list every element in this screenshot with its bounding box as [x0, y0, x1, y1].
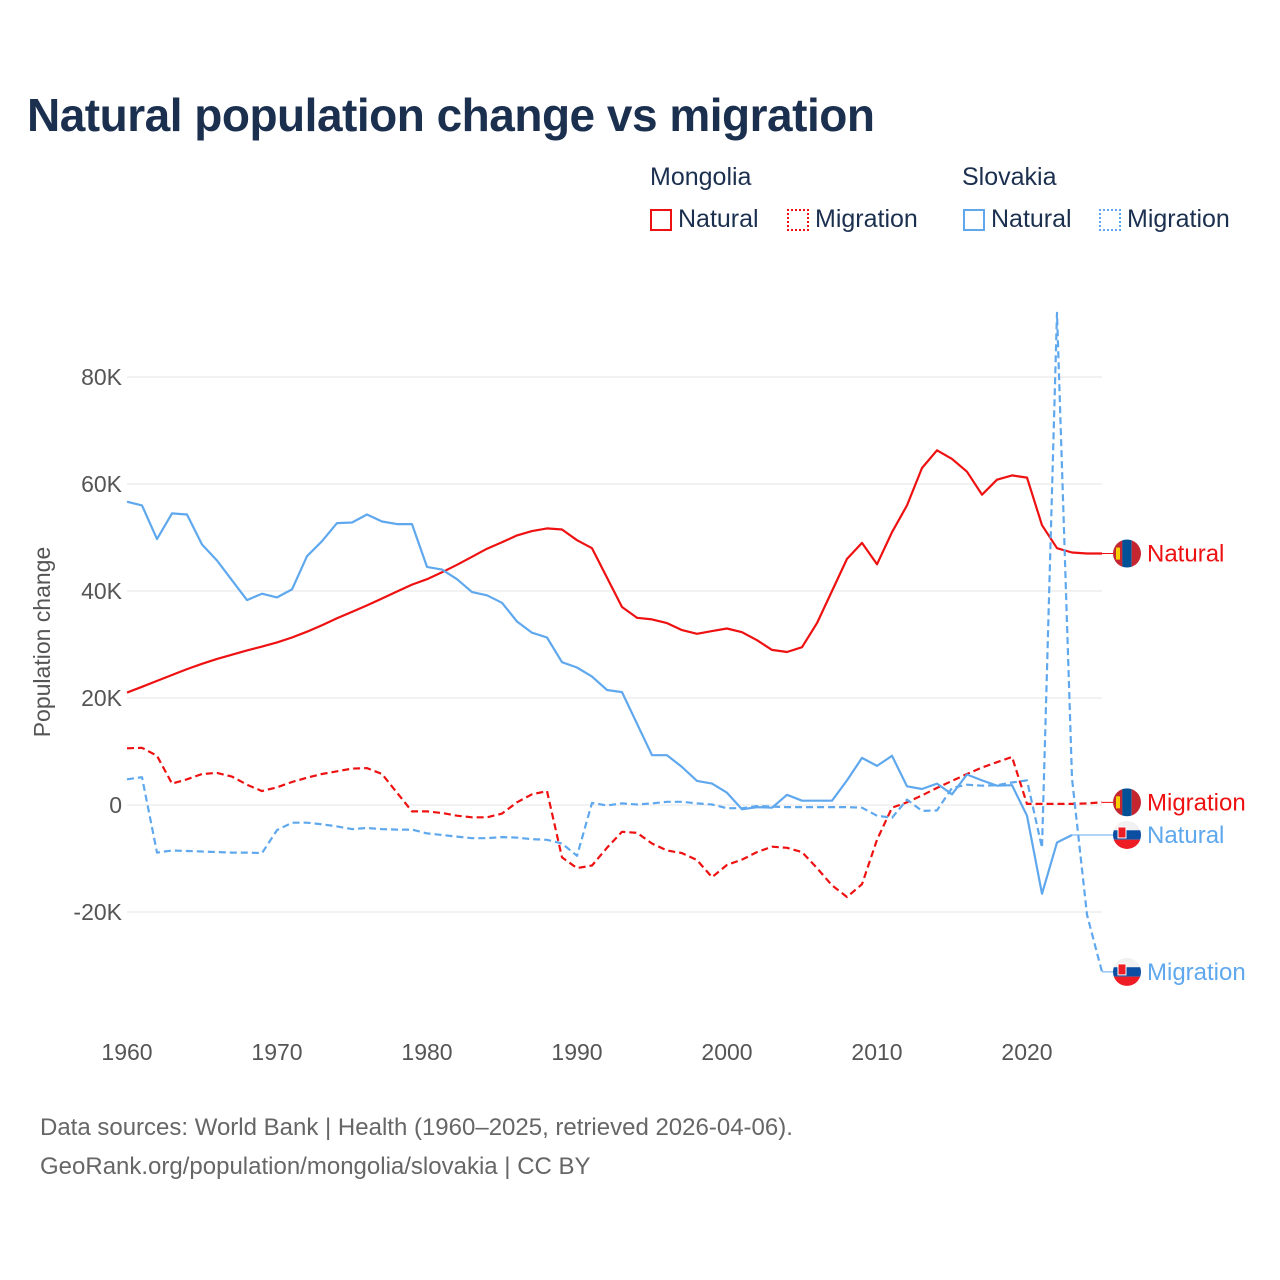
mongolia-flag-icon: [1113, 539, 1141, 568]
slovakia-flag-icon: [1113, 957, 1141, 986]
legend-swatch-solid: [963, 208, 985, 231]
footer-url[interactable]: GeoRank.org/population/mongolia/slovakia…: [40, 1153, 591, 1180]
x-tick-label: 1980: [401, 1039, 452, 1065]
legend-swatch-dotted: [787, 208, 809, 231]
mongolia-flag-icon: [1113, 788, 1141, 817]
y-tick-label: 20K: [81, 685, 123, 711]
legend-swatch-dotted: [1099, 208, 1121, 231]
series-line-slovakia-natural: [126, 500, 1073, 895]
legend-swatch-solid: [650, 208, 672, 231]
legend-label: Natural: [991, 205, 1072, 233]
legend-slovakia-natural[interactable]: Natural: [963, 205, 1072, 234]
y-tick-label: 80K: [81, 364, 123, 390]
x-tick-label: 2020: [1001, 1039, 1052, 1065]
end-label: Natural: [1147, 541, 1224, 568]
y-tick-label: 60K: [81, 471, 123, 497]
x-tick-label: 2010: [851, 1039, 902, 1065]
end-label: Natural: [1147, 822, 1224, 849]
legend-mongolia-natural[interactable]: Natural: [650, 205, 759, 234]
y-tick-label: 0: [109, 792, 122, 818]
y-tick-label: 40K: [81, 578, 123, 604]
y-tick-label: -20K: [73, 899, 122, 925]
slovakia-flag-icon: [1113, 820, 1141, 849]
legend-mongolia-migration[interactable]: Migration: [787, 205, 918, 234]
series-line-mongolia-natural: [126, 449, 1102, 694]
footer: Data sources: World Bank | Health (1960–…: [40, 1108, 793, 1186]
series-line-mongolia-migration: [126, 746, 1103, 899]
x-tick-label: 1970: [251, 1039, 302, 1065]
legend-label: Natural: [678, 205, 759, 233]
legend-label: Migration: [1127, 205, 1230, 233]
x-tick-label: 1960: [101, 1039, 152, 1065]
legend-group-mongolia: Mongolia: [650, 163, 752, 191]
chart-title: Natural population change vs migration: [27, 89, 875, 141]
legend-label: Migration: [815, 205, 918, 233]
y-axis-label: Population change: [29, 547, 55, 738]
legend-group-slovakia: Slovakia: [962, 163, 1057, 191]
x-tick-label: 2000: [701, 1039, 752, 1065]
legend-slovakia-migration[interactable]: Migration: [1099, 205, 1230, 234]
series-line-slovakia-migration: [126, 311, 1104, 973]
x-tick-label: 1990: [551, 1039, 602, 1065]
end-label: Migration: [1147, 789, 1246, 816]
footer-sources: Data sources: World Bank | Health (1960–…: [40, 1114, 793, 1141]
end-label: Migration: [1147, 959, 1246, 986]
